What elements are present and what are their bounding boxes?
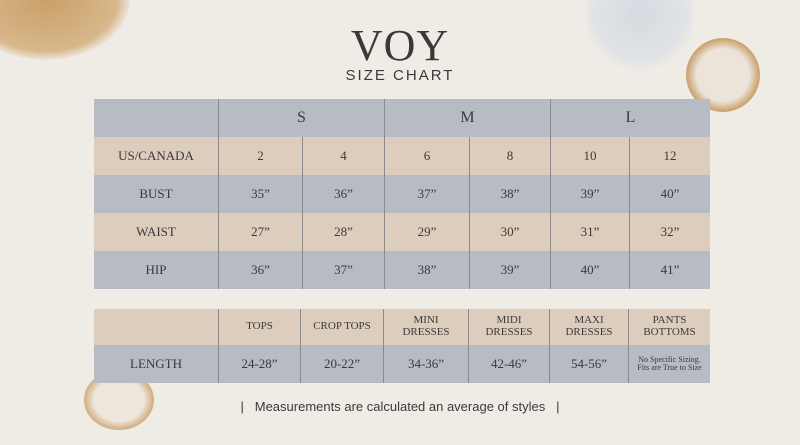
row-label: BUST: [94, 175, 218, 213]
category-header: PANTS BOTTOMS: [628, 309, 710, 345]
category-header: MIDI DRESSES: [468, 309, 549, 345]
length-cell: 34-36”: [383, 345, 468, 383]
size-cell: 37”: [384, 175, 469, 213]
size-cell: 6: [384, 137, 469, 175]
row-label: US/CANADA: [94, 137, 218, 175]
size-cell: 27”: [218, 213, 302, 251]
size-cell: 40”: [629, 175, 710, 213]
size-cell: 38”: [469, 175, 550, 213]
size-cell: 37”: [302, 251, 384, 289]
size-cell: 8: [469, 137, 550, 175]
row-label: WAIST: [94, 213, 218, 251]
row-label: LENGTH: [94, 345, 218, 383]
size-cell: 30”: [469, 213, 550, 251]
size-cell: 12: [629, 137, 710, 175]
category-header: MINI DRESSES: [383, 309, 468, 345]
brand-logo: VOY: [350, 21, 450, 70]
length-cell: 42-46”: [468, 345, 549, 383]
length-cell: 24-28”: [218, 345, 300, 383]
size-cell: 36”: [302, 175, 384, 213]
size-cell: 2: [218, 137, 302, 175]
category-header: TOPS: [218, 309, 300, 345]
corner-cell: [94, 99, 218, 137]
length-cell: No Specific Sizing. Fits are True to Siz…: [628, 345, 710, 383]
corner-cell: [94, 309, 218, 345]
size-header-s: S: [218, 99, 384, 137]
category-header: MAXI DRESSES: [549, 309, 628, 345]
size-header-m: M: [384, 99, 550, 137]
size-header-l: L: [550, 99, 710, 137]
length-table: TOPS CROP TOPS MINI DRESSES MIDI DRESSES MAX…: [94, 309, 710, 383]
size-table: S M L US/CANADA 2 4 6 8 10 12 BUST 35” 36” 37” 38” 3…: [94, 99, 710, 289]
length-cell: 20-22”: [300, 345, 383, 383]
size-cell: 36”: [218, 251, 302, 289]
size-cell: 31”: [550, 213, 629, 251]
size-cell: 29”: [384, 213, 469, 251]
row-label: HIP: [94, 251, 218, 289]
size-cell: 41”: [629, 251, 710, 289]
category-header: CROP TOPS: [300, 309, 383, 345]
size-cell: 28”: [302, 213, 384, 251]
size-cell: 39”: [550, 175, 629, 213]
size-cell: 4: [302, 137, 384, 175]
size-cell: 38”: [384, 251, 469, 289]
size-cell: 40”: [550, 251, 629, 289]
footer-note: | Measurements are calculated an average…: [240, 399, 560, 414]
length-cell: 54-56”: [549, 345, 628, 383]
size-cell: 39”: [469, 251, 550, 289]
size-cell: 10: [550, 137, 629, 175]
size-cell: 32”: [629, 213, 710, 251]
page-title: SIZE CHART: [345, 67, 455, 84]
size-cell: 35”: [218, 175, 302, 213]
